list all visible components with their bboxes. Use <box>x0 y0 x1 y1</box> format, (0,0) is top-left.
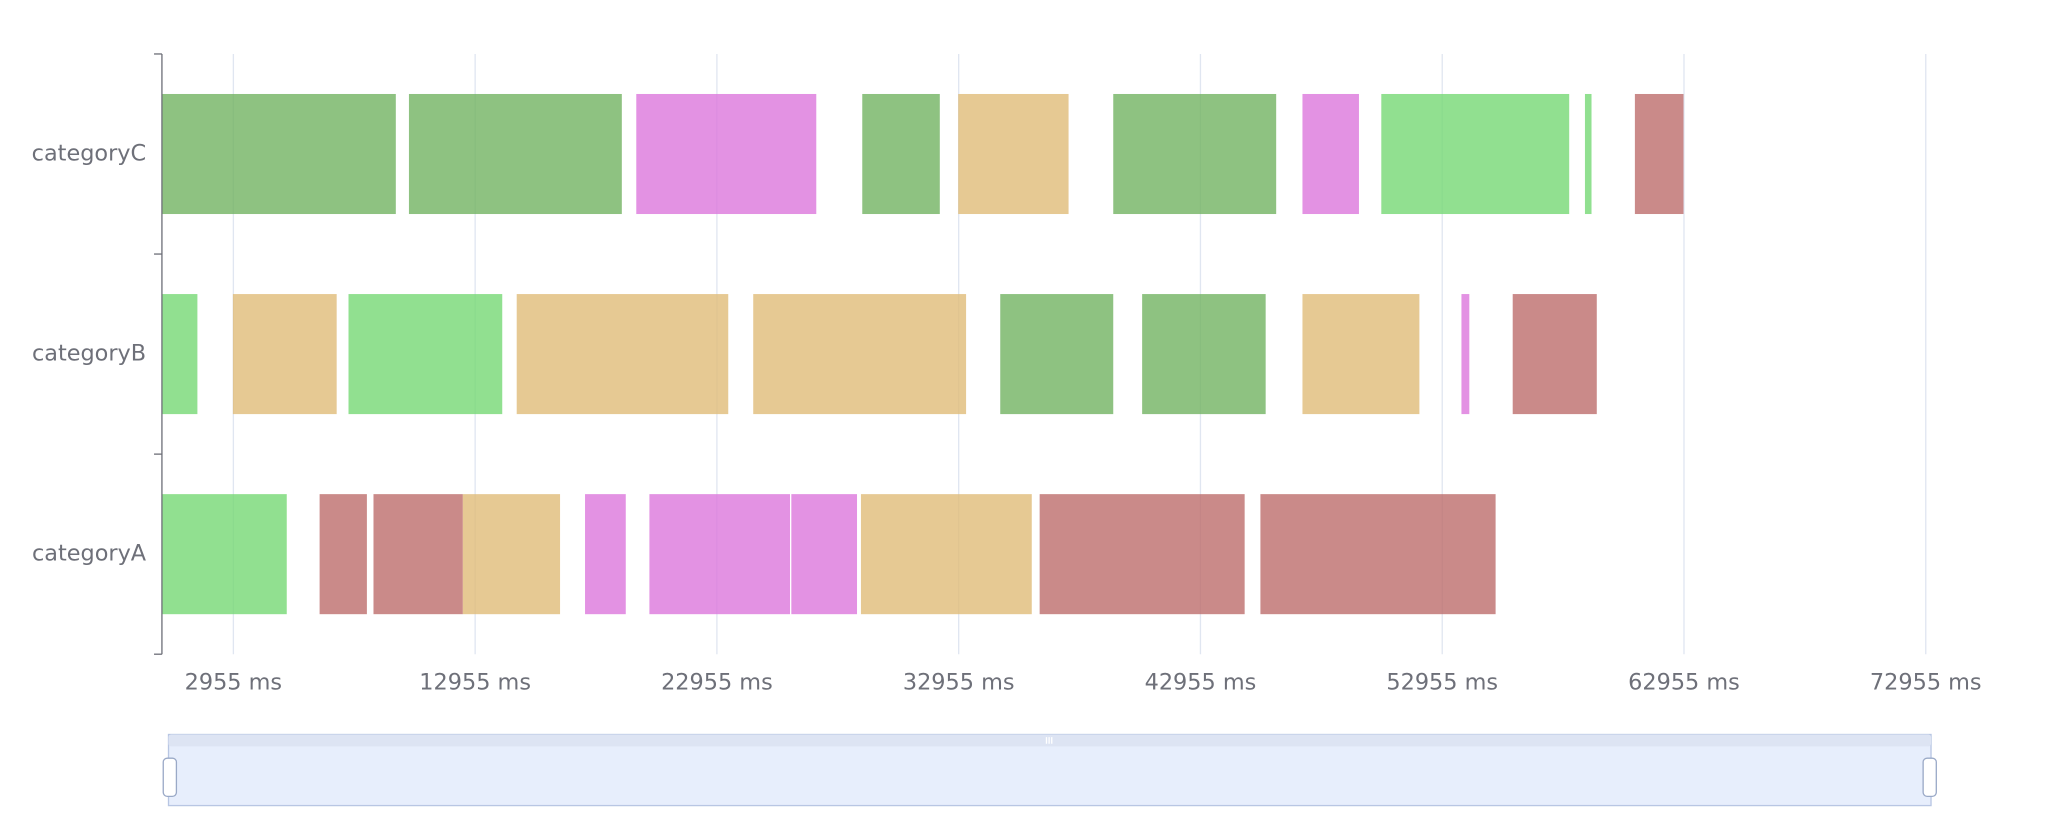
bar <box>1142 294 1266 415</box>
bar <box>462 494 561 615</box>
bar <box>1302 294 1420 415</box>
bar <box>1634 93 1684 215</box>
bar <box>791 494 858 615</box>
bar-layer <box>161 93 1684 615</box>
y-tick-label: categoryA <box>32 541 147 567</box>
bar <box>161 494 287 615</box>
x-tick-label: 2955 ms <box>185 670 282 696</box>
bar <box>958 93 1069 215</box>
bar <box>348 294 503 415</box>
zoom-handle-right[interactable] <box>1922 757 1937 798</box>
x-tick-label: 32955 ms <box>903 670 1015 696</box>
y-tick-label: categoryC <box>32 141 146 167</box>
bar <box>862 93 940 215</box>
zoom-bar[interactable] <box>168 734 1932 747</box>
x-tick-label: 62955 ms <box>1628 670 1740 696</box>
x-tick-label: 42955 ms <box>1145 670 1257 696</box>
zoom-handle-left[interactable] <box>162 757 178 798</box>
bar <box>1302 93 1359 215</box>
bar <box>753 294 967 415</box>
bar <box>1000 294 1114 415</box>
bar <box>1113 93 1277 215</box>
bar <box>1039 494 1245 615</box>
bar <box>232 294 337 415</box>
bar <box>319 494 367 615</box>
bar <box>408 93 622 215</box>
bar <box>1260 494 1496 615</box>
bar <box>860 494 1032 615</box>
bar <box>1512 294 1597 415</box>
bar <box>636 93 817 215</box>
axis-layer: 2955 ms 12955 ms 22955 ms 32955 ms 42955 ms 5… <box>32 53 1982 696</box>
bar <box>585 494 626 615</box>
bar <box>649 494 791 615</box>
data-zoom[interactable] <box>162 733 1937 807</box>
bar <box>1461 294 1470 415</box>
bar <box>1584 93 1592 215</box>
x-tick-label: 72955 ms <box>1870 670 1982 696</box>
bar <box>1381 93 1570 215</box>
y-tick-label: categoryB <box>32 341 146 367</box>
x-tick-label: 12955 ms <box>419 670 531 696</box>
x-tick-label: 52955 ms <box>1386 670 1498 696</box>
zoom-grip <box>1045 737 1053 744</box>
x-tick-label: 22955 ms <box>661 670 773 696</box>
bar <box>516 294 729 415</box>
bar <box>161 294 198 415</box>
bar <box>373 494 463 615</box>
bar <box>161 93 396 215</box>
